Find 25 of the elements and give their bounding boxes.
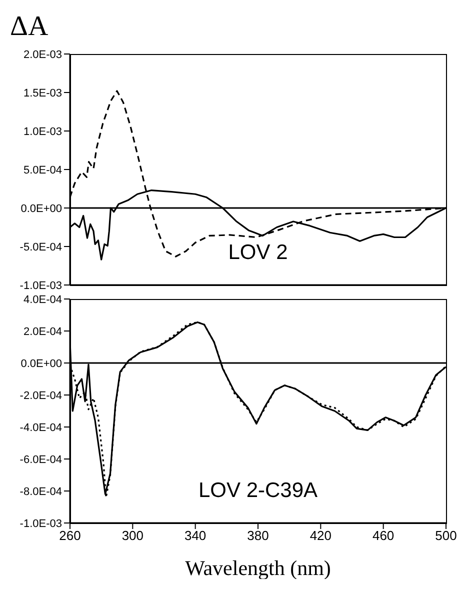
y-tick-label: -6.0E-04	[20, 454, 62, 466]
y-tick-label: 1.5E-03	[23, 87, 62, 100]
y-tick-label: 1.0E-03	[23, 126, 62, 138]
text: LOV 2	[227, 241, 289, 265]
text: LOV 2-C39A	[197, 479, 319, 503]
y-tick-label: -2.0E-04	[20, 390, 62, 402]
x-tick-label: 500	[435, 528, 457, 544]
x-tick-label: 300	[122, 528, 144, 544]
y-tick-label: 0.0E+00	[20, 202, 62, 215]
x-tick-label: 340	[184, 528, 206, 544]
y-tick-label: -4.0E-04	[20, 422, 62, 434]
y-tick-label: 2.0E-03	[23, 48, 62, 61]
y-axis-title: ΔA	[9, 10, 50, 44]
y-tick-label: -1.0E-03	[20, 280, 62, 292]
y-tick-label: 0.0E+00	[20, 358, 62, 370]
y-tick-label: 2.0E-04	[23, 326, 62, 338]
x-tick-label: 260	[59, 528, 81, 544]
y-tick-label: -5.0E-04	[20, 241, 62, 254]
x-tick-label: 460	[372, 528, 394, 544]
x-tick-label: 380	[247, 528, 269, 544]
x-tick-label: 420	[310, 528, 332, 544]
y-tick-label: 5.0E-04	[23, 164, 62, 176]
y-tick-label: -1.0E-03	[20, 518, 62, 530]
y-tick-label: -8.0E-04	[20, 486, 62, 498]
y-tick-label: 4.0E-04	[23, 294, 62, 306]
